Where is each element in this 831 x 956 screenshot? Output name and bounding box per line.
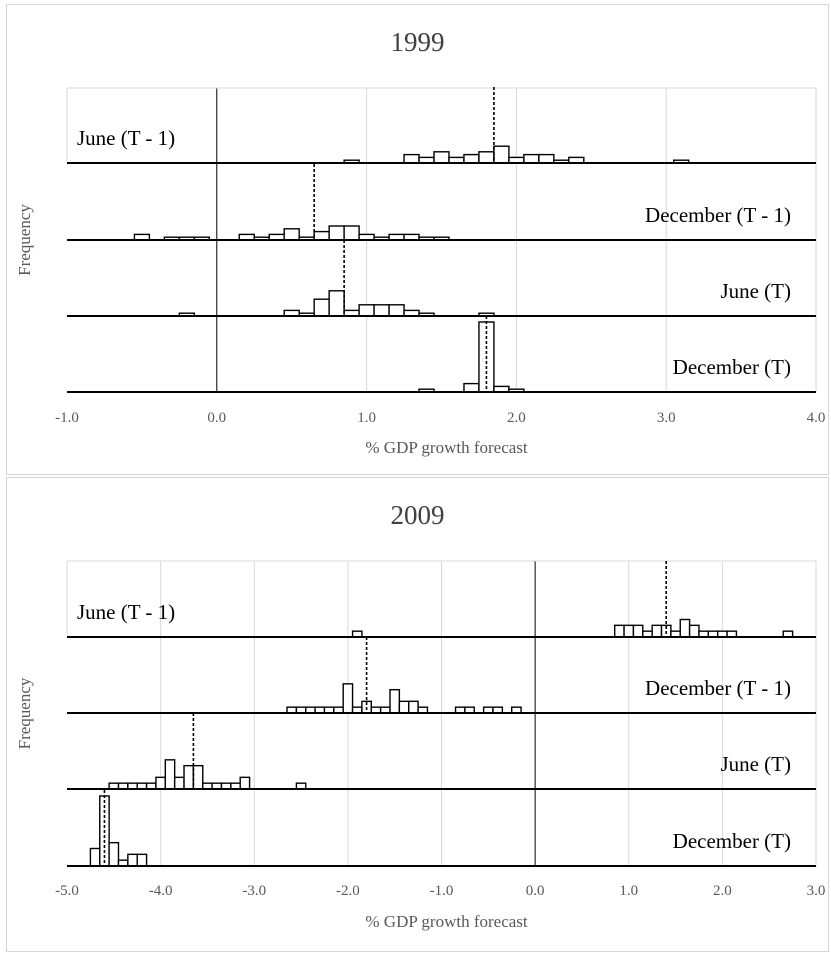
histogram-bar [614,624,625,638]
histogram-bar [108,841,120,867]
histogram-chart-1999: June (T - 1) December (T - 1) June (T) Dece… [15,87,826,457]
histogram-bar [403,153,420,164]
x-tick-label: 2.0 [713,883,732,899]
histogram-bar [342,683,354,714]
histogram-bar [679,618,691,638]
chart-title: 1999 [390,27,445,57]
row-label: December (T) [673,829,791,853]
histogram-bar [164,759,176,790]
histogram-bar [632,624,644,638]
y-axis-label: Frequency [15,677,34,749]
histogram-bar [433,151,450,164]
x-tick-label: 0.0 [526,883,545,899]
histogram-bar [389,688,401,714]
x-tick-label: 4.0 [807,410,826,426]
histogram-bar [328,290,345,317]
histogram-bar [538,153,555,164]
histogram-chart-2009: June (T - 1) December (T - 1) June (T) Dece… [15,560,826,931]
row-label: June (T - 1) [77,126,175,150]
histogram-bar [183,764,195,790]
histogram-bar [651,624,663,638]
row-label: June (T - 1) [77,600,175,624]
histogram-bar [313,298,330,317]
y-axis-label: Frequency [15,204,34,276]
histogram-bar [493,145,510,164]
x-tick-label: 0.0 [207,410,226,426]
x-tick-label: -1.0 [430,883,454,899]
histogram-bar [283,228,300,241]
histogram-bar [127,853,138,867]
histogram-bar [463,153,480,164]
histogram-bar [388,304,405,317]
x-tick-label: 1.0 [357,410,376,426]
row-label: June (T) [720,752,791,776]
histogram-bar [523,153,540,164]
histogram-bar [398,700,410,714]
x-axis-label: % GDP growth forecast [365,912,528,931]
histogram-bar [136,853,148,867]
chart-panel-2009: 2009 June (T - 1) December (T - 1) June (T… [6,477,829,952]
histogram-bar [463,382,480,393]
x-axis-label: % GDP growth forecast [365,438,528,457]
x-tick-label: -2.0 [336,883,360,899]
x-tick-label: -3.0 [242,883,266,899]
row-label: December (T - 1) [645,676,791,700]
histogram-bar [408,700,419,714]
x-tick-label: 3.0 [657,410,676,426]
row-label: December (T) [673,355,791,379]
histogram-bar [155,776,167,790]
histogram-bar [358,304,375,317]
x-tick-label: -4.0 [149,883,173,899]
x-tick-label: 2.0 [507,410,526,426]
x-tick-label: 3.0 [807,883,826,899]
histogram-bar [343,225,360,241]
histogram-bar [173,776,185,790]
x-tick-label: -5.0 [55,883,79,899]
row-label: December (T - 1) [645,203,791,227]
chart-panel-1999: 1999 June (T - 1) December (T - 1) June (T… [6,4,829,475]
histogram-bar [89,847,101,867]
histogram-bar [688,624,700,638]
chart-title: 2009 [390,500,445,530]
histogram-bar [478,151,495,164]
histogram-bar [313,230,330,241]
histogram-bar [239,776,251,790]
x-tick-label: -1.0 [55,410,79,426]
histogram-bar [373,304,390,317]
x-tick-label: 1.0 [619,883,638,899]
row-label: June (T) [720,279,791,303]
histogram-bar [328,225,345,241]
histogram-bar [623,624,635,638]
histogram-bar [192,764,204,790]
